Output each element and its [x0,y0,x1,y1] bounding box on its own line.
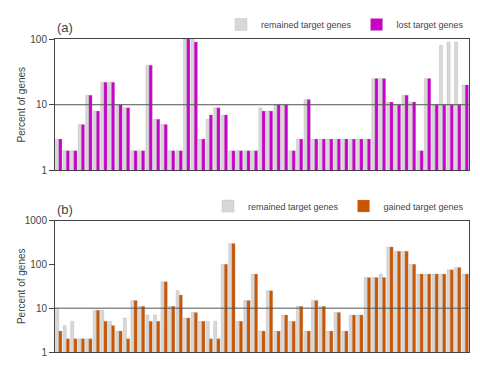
svg-text:10: 10 [36,303,48,314]
svg-text:(a): (a) [57,20,73,35]
svg-text:1000: 1000 [25,215,48,226]
svg-text:Percent of genes: Percent of genes [16,67,27,143]
svg-text:100: 100 [30,259,47,270]
svg-text:Percent of genes: Percent of genes [16,248,27,324]
svg-text:remained target genes: remained target genes [248,202,339,212]
svg-text:10: 10 [36,99,48,110]
svg-text:1: 1 [41,347,47,358]
svg-text:(b): (b) [57,202,73,217]
svg-text:1: 1 [41,165,47,176]
svg-text:100: 100 [30,34,47,45]
svg-text:gained target genes: gained target genes [384,202,464,212]
svg-text:lost target genes: lost target genes [397,20,464,30]
svg-text:remained target genes: remained target genes [261,20,352,30]
